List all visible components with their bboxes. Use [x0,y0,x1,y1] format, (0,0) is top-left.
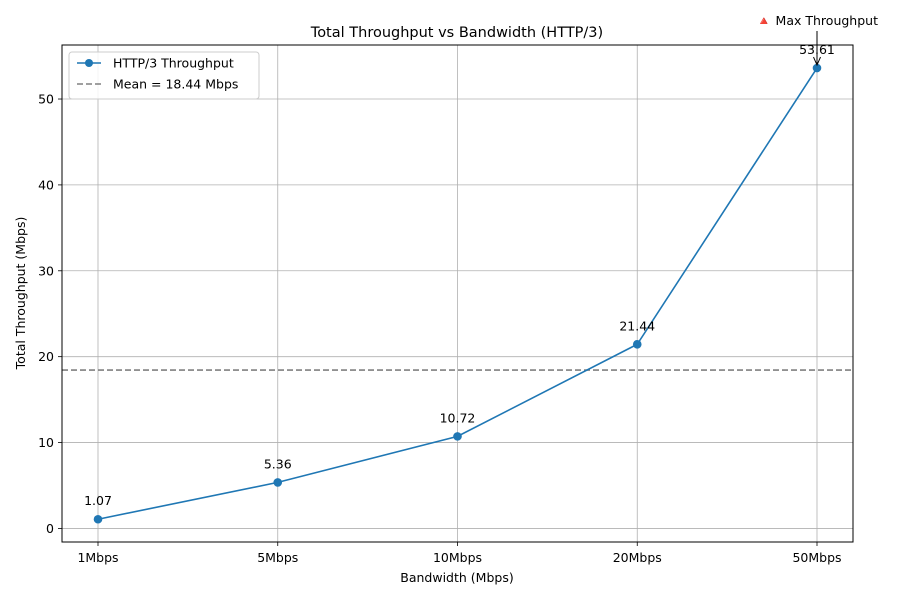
legend-box [68,51,260,100]
y-tick-label: 30 [38,263,54,278]
chart-title: Total Throughput vs Bandwidth (HTTP/3) [310,25,603,41]
x-tick-label: 5Mbps [257,550,298,565]
grid [62,45,853,542]
data-point [453,432,462,441]
legend-series-label: HTTP/3 Throughput [113,56,234,71]
max-throughput-annotation: 🔺 Max Throughput [756,13,878,28]
series-group [93,63,822,524]
x-tick-label: 50Mbps [792,550,841,565]
legend: HTTP/3 Throughput Mean = 18.44 Mbps [68,51,260,100]
y-tick-label: 0 [46,521,54,536]
x-tick-label: 10Mbps [433,550,482,565]
annotation-group: 🔺 Max Throughput [756,13,878,67]
legend-series-marker [85,59,93,67]
annotation-arrow-head [813,56,821,67]
data-label: 5.36 [264,456,292,471]
y-tick-label: 10 [38,435,54,450]
x-axis-label: Bandwidth (Mbps) [400,570,513,585]
y-tick-label: 40 [38,177,54,192]
data-point [632,339,642,349]
data-point [812,63,822,73]
x-tick-label: 1Mbps [77,550,118,565]
data-point [93,514,103,524]
legend-mean-label: Mean = 18.44 Mbps [113,77,238,92]
y-tick-label: 50 [38,92,54,107]
y-tick-label: 20 [38,349,54,364]
y-axis-label: Total Throughput (Mbps) [13,217,28,371]
y-ticks: 0 10 20 30 40 50 [38,92,62,536]
x-tick-label: 20Mbps [613,550,662,565]
x-ticks: 1Mbps 5Mbps 10Mbps 20Mbps 50Mbps [77,542,842,565]
data-label: 10.72 [440,410,476,425]
data-label: 1.07 [84,493,112,508]
data-point [273,478,283,487]
data-label: 21.44 [619,318,655,333]
